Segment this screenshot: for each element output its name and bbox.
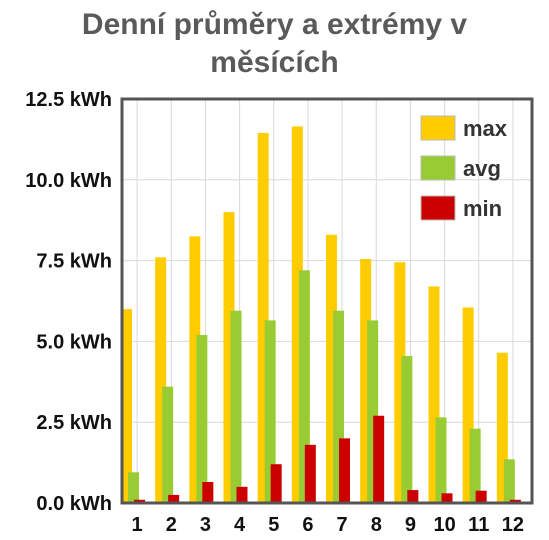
bar-min-3	[202, 481, 214, 503]
x-axis-tick-labels: 1 2 3 4 5 6 7 8 9 10 11 12	[132, 514, 525, 536]
bar-min-6	[304, 444, 316, 503]
chart-title-line-2: měsících	[210, 46, 339, 79]
bars-layer	[121, 126, 521, 504]
legend-swatch-min	[420, 195, 456, 221]
plot-area-frame	[120, 97, 534, 505]
bar-min-12	[509, 499, 521, 503]
bar-max-2	[155, 257, 167, 503]
bar-max-5	[257, 132, 269, 503]
x-tick-label: 3	[200, 514, 211, 536]
y-axis-tick-labels: 12.5 kWh 10.0 kWh 7.5 kWh 5.0 kWh 2.5 kWh 0.0…	[25, 89, 112, 515]
bar-min-9	[407, 490, 419, 503]
bar-max-3	[189, 236, 201, 504]
legend-swatch-max	[420, 115, 456, 141]
x-tick-label: 8	[371, 514, 382, 536]
bar-avg-5	[264, 320, 276, 503]
x-tick-label: 6	[302, 514, 313, 536]
chart-title: Denní průměry a extrémy v měsících	[0, 6, 549, 82]
legend-label-avg: avg	[463, 156, 501, 181]
x-tick-label: 10	[433, 514, 455, 536]
bar-min-1	[134, 499, 145, 503]
y-tick-label: 0.0 kWh	[36, 493, 112, 515]
y-tick-label: 2.5 kWh	[36, 412, 112, 434]
bar-avg-11	[469, 428, 481, 503]
bar-min-8	[373, 415, 385, 503]
bar-max-12	[496, 352, 508, 503]
y-tick-label: 7.5 kWh	[36, 251, 112, 273]
bar-avg-1	[128, 472, 139, 503]
bar-avg-10	[435, 417, 447, 503]
bar-max-7	[326, 234, 337, 503]
x-tick-label: 9	[405, 514, 416, 536]
bar-avg-9	[401, 355, 413, 503]
bar-max-8	[360, 258, 372, 503]
x-tick-label: 2	[166, 514, 177, 536]
x-tick-label: 7	[337, 514, 348, 536]
bar-avg-8	[367, 320, 379, 503]
bar-avg-4	[230, 310, 242, 503]
y-tick-label: 10.0 kWh	[25, 170, 112, 192]
chart-title-line-1: Denní průměry a extrémy v	[81, 8, 468, 41]
bar-avg-3	[196, 334, 208, 503]
bar-min-5	[270, 464, 282, 503]
legend-label-min: min	[463, 196, 502, 221]
bar-min-11	[475, 490, 487, 503]
bar-max-10	[428, 286, 440, 503]
bar-min-4	[236, 486, 248, 503]
bar-max-6	[291, 126, 303, 504]
x-tick-label: 4	[234, 514, 246, 536]
bar-avg-12	[503, 459, 515, 503]
x-tick-label: 12	[502, 514, 524, 536]
bar-min-7	[339, 438, 350, 503]
y-tick-label: 5.0 kWh	[36, 331, 112, 353]
bar-min-2	[168, 494, 180, 503]
bar-min-10	[441, 493, 453, 503]
bar-avg-6	[298, 270, 310, 503]
y-tick-label: 12.5 kWh	[25, 89, 112, 111]
x-tick-label: 5	[268, 514, 279, 536]
bar-avg-2	[162, 386, 174, 503]
bar-max-4	[223, 212, 235, 503]
legend-label-max: max	[463, 116, 508, 141]
x-tick-label: 11	[468, 514, 489, 536]
bar-avg-7	[333, 310, 344, 503]
legend-swatch-avg	[420, 155, 456, 181]
bar-max-1	[121, 309, 132, 503]
legend: max avg min	[420, 115, 508, 221]
bar-max-11	[462, 307, 474, 503]
bar-max-9	[394, 262, 406, 503]
x-tick-label: 1	[132, 514, 143, 536]
